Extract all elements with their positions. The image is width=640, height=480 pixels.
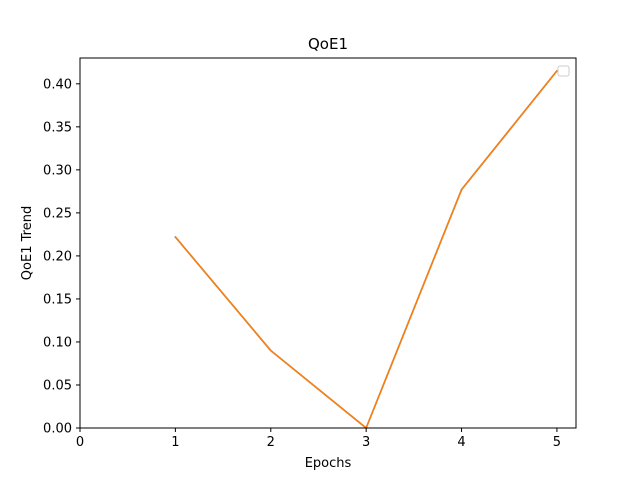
x-tick-label: 3 — [362, 435, 370, 450]
data-point — [460, 188, 463, 191]
y-axis-label: QoE1 Trend — [20, 206, 35, 280]
x-tick-label: 2 — [267, 435, 275, 450]
plot-area-frame — [79, 57, 577, 429]
y-tick-label: 0.35 — [43, 120, 72, 135]
y-tick-label: 0.40 — [43, 77, 72, 92]
x-tick-label: 5 — [553, 435, 561, 450]
data-point — [269, 349, 272, 352]
y-axis: 0.00 0.05 0.10 0.15 0.20 0.25 0.30 0.35 0.40 — [43, 77, 80, 437]
x-axis-label: Epochs — [305, 456, 352, 471]
y-tick-label: 0.25 — [43, 206, 72, 221]
y-tick-label: 0.30 — [43, 163, 72, 178]
x-tick-label: 1 — [171, 435, 179, 450]
x-tick-label: 0 — [76, 435, 84, 450]
y-tick-label: 0.00 — [43, 422, 72, 437]
legend-box — [557, 65, 570, 77]
x-axis: 0 1 2 3 4 5 — [76, 428, 561, 450]
x-tick-label: 4 — [457, 435, 465, 450]
y-tick-label: 0.20 — [43, 249, 72, 264]
series-line-1 — [174, 70, 558, 429]
chart-title: QoE1 — [308, 35, 348, 53]
y-tick-label: 0.10 — [43, 335, 72, 350]
y-tick-label: 0.05 — [43, 378, 72, 393]
data-point — [174, 236, 177, 238]
series-layer — [174, 70, 558, 429]
series-line-0 — [174, 70, 558, 429]
y-tick-label: 0.15 — [43, 292, 72, 307]
data-point — [556, 70, 558, 72]
